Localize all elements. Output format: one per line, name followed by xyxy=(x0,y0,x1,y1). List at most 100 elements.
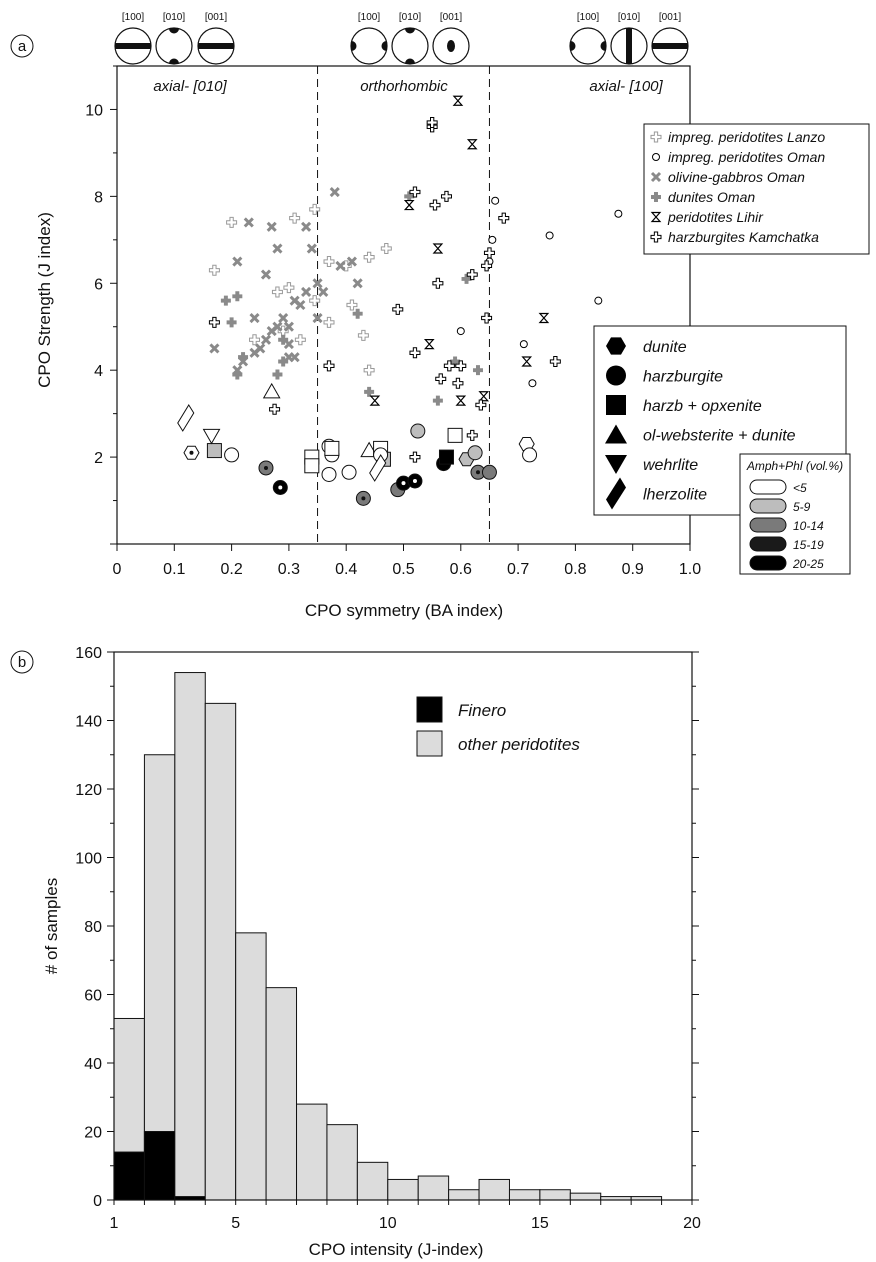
data-point-olivine-gabbros-oman xyxy=(260,334,272,345)
data-point-olivine-gabbros-oman xyxy=(312,312,323,324)
pole-figure-maximum xyxy=(405,28,415,34)
data-point-dunites-oman xyxy=(272,369,283,380)
data-point-finero xyxy=(202,428,221,445)
y-tick-label-a: 8 xyxy=(94,189,103,206)
data-point-impreg-peridotites-oman xyxy=(545,231,554,240)
data-point-olivine-gabbros-oman xyxy=(232,256,243,267)
panel-b-label-circle xyxy=(10,650,34,674)
data-point-harzburgites-kamchatka xyxy=(323,360,335,372)
data-point-finero xyxy=(224,447,240,463)
data-point-dunites-oman xyxy=(232,291,243,302)
data-point-impreg-peridotites-lanzo xyxy=(294,334,306,346)
pole-figure-label: [001] xyxy=(205,12,227,23)
y-axis-ticks-a: 2 4 6 8 10 xyxy=(85,65,117,545)
data-point-impreg-peridotites-oman xyxy=(594,296,603,305)
bar-other-peridotites xyxy=(448,1189,480,1201)
legend-amph-box xyxy=(739,453,851,575)
y-tick-label-b: 60 xyxy=(84,988,102,1005)
data-point-impreg-peridotites-oman xyxy=(488,235,497,244)
data-point-peridotites-lihir xyxy=(521,356,533,367)
y-tick-label-a: 10 xyxy=(85,102,103,119)
data-point-olivine-gabbros-oman xyxy=(301,286,312,298)
data-point-dunites-oman xyxy=(352,308,363,319)
data-point-olivine-gabbros-oman xyxy=(289,352,300,363)
x-tick-label-a: 0.4 xyxy=(335,561,357,578)
pole-figure-label: [100] xyxy=(577,12,599,23)
legend-marker-impreg-peridotites-oman xyxy=(652,153,660,161)
data-point-dunites-oman xyxy=(364,386,375,397)
data-point-impreg-peridotites-lanzo xyxy=(309,203,321,215)
x-tick-label-a: 0.7 xyxy=(507,561,529,578)
y-tick-label-b: 160 xyxy=(75,645,102,662)
legend-literature-box xyxy=(643,123,870,255)
panel-a-label: a xyxy=(18,38,27,55)
marker-center-dot xyxy=(278,485,283,490)
panel-b-label: b xyxy=(18,654,26,671)
data-point-impreg-peridotites-lanzo xyxy=(363,251,375,263)
legend-swatch-finero xyxy=(416,696,443,723)
pole-figure-label: [001] xyxy=(440,12,462,23)
data-point-dunites-oman xyxy=(278,356,289,367)
data-point-finero xyxy=(206,443,222,459)
legend-label-dunites-oman: dunites Oman xyxy=(668,189,755,205)
data-point-harzburgites-kamchatka xyxy=(432,277,444,289)
data-point-olivine-gabbros-oman xyxy=(249,312,260,324)
y-tick-label-b: 140 xyxy=(75,714,102,731)
x-tick-label-a: 0.1 xyxy=(163,561,185,578)
data-point-olivine-gabbros-oman xyxy=(301,221,312,232)
data-point-impreg-peridotites-lanzo xyxy=(289,212,301,224)
legend-label-olivine-gabbros-oman: olivine-gabbros Oman xyxy=(668,169,805,185)
data-point-olivine-gabbros-oman xyxy=(283,321,294,332)
data-point-finero xyxy=(447,427,463,443)
bar-other-peridotites xyxy=(235,932,267,1201)
x-tick-label-a: 0.5 xyxy=(392,561,414,578)
data-point-dunites-oman xyxy=(220,295,231,306)
region-label-orthorhombic: orthorhombic xyxy=(360,78,448,95)
legend-marker-lozenge xyxy=(606,477,626,510)
pole-figure-maximum xyxy=(351,41,357,51)
legend-label-other: other peridotites xyxy=(458,735,580,754)
data-point-impreg-peridotites-oman xyxy=(491,196,500,205)
y-tick-label-a: 4 xyxy=(94,363,103,380)
data-point-peridotites-lihir xyxy=(452,95,464,106)
legend-histogram: Finero other peridotites xyxy=(416,696,580,757)
data-point-finero xyxy=(177,404,195,432)
y-axis-label-b: # of samples xyxy=(42,878,61,974)
legend-literature: impreg. peridotites Lanzo impreg. peridot… xyxy=(643,123,870,255)
x-tick-label-a: 0.2 xyxy=(220,561,242,578)
data-point-peridotites-lihir xyxy=(478,391,490,402)
data-point-impreg-peridotites-lanzo xyxy=(283,282,295,294)
data-point-harzburgites-kamchatka xyxy=(429,199,441,211)
y-tick-label-b: 40 xyxy=(84,1056,102,1073)
legend-label-peridotites-lihir: peridotites Lihir xyxy=(667,209,764,225)
legend-amph-swatch xyxy=(749,498,787,514)
data-point-harzburgites-kamchatka xyxy=(475,399,487,411)
data-point-olivine-gabbros-oman xyxy=(295,299,306,311)
y-axis-ticks-b: 0 20 40 60 80 100 120 140 160 xyxy=(75,645,699,1210)
data-point-olivine-gabbros-oman xyxy=(266,221,277,232)
pole-figure-maximum xyxy=(169,58,179,64)
legend-amph-label: 20-25 xyxy=(792,557,824,571)
legend-marker-impreg-peridotites-lanzo xyxy=(650,131,662,143)
data-point-dunites-oman xyxy=(472,365,483,376)
bar-other-peridotites xyxy=(539,1189,571,1201)
data-point-harzburgites-kamchatka xyxy=(481,312,493,324)
pole-figure-maximum xyxy=(381,41,387,51)
region-label-axial-010: axial- [010] xyxy=(153,78,227,95)
pole-figure-label: [010] xyxy=(163,12,185,23)
data-point-finero xyxy=(410,423,426,439)
legend-label-lithology: lherzolite xyxy=(643,487,707,504)
legend-label-harzburgites-kamchatka: harzburgites Kamchatka xyxy=(668,229,819,245)
data-point-harzburgites-kamchatka xyxy=(481,260,493,272)
x-axis-ticks-a: 0 0.1 0.2 0.3 0.4 0.5 0.6 0.7 0.8 0.9 1.0 xyxy=(113,544,701,578)
marker-center-dot xyxy=(401,481,406,486)
x-tick-label-a: 0.3 xyxy=(278,561,300,578)
data-point-olivine-gabbros-oman xyxy=(209,343,220,354)
y-tick-label-a: 2 xyxy=(94,450,103,467)
data-point-harzburgites-kamchatka xyxy=(498,212,510,224)
legend-marker-triangle-down xyxy=(605,455,627,474)
bar-other-peridotites xyxy=(387,1178,419,1201)
data-point-harzburgites-kamchatka xyxy=(466,269,478,281)
marker-center-dot xyxy=(263,465,268,470)
x-axis-label-a: CPO symmetry (BA index) xyxy=(305,601,503,620)
